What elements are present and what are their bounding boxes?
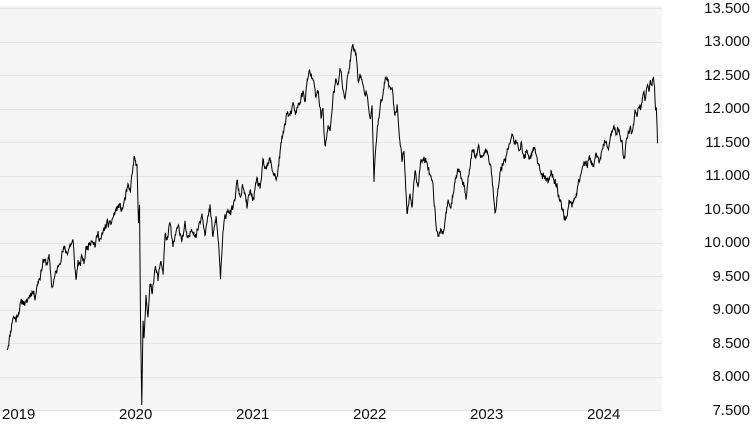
y-axis-label: 13.000 xyxy=(704,33,750,50)
price-line xyxy=(6,44,658,406)
x-axis-label: 2019 xyxy=(2,406,36,423)
x-axis-label: 2021 xyxy=(236,406,270,423)
x-axis-label: 2022 xyxy=(353,406,387,423)
y-axis-label: 11.000 xyxy=(705,167,750,184)
y-axis-label: 8.000 xyxy=(712,368,750,385)
y-axis-label: 9.000 xyxy=(712,301,750,318)
y-axis-label: 12.000 xyxy=(704,100,750,117)
y-axis-label: 12.500 xyxy=(704,66,750,84)
x-axis-label: 2024 xyxy=(587,406,621,423)
y-axis-label: 10.500 xyxy=(704,200,750,218)
y-axis-label: 10.000 xyxy=(704,234,750,251)
x-axis-label: 2023 xyxy=(470,406,504,423)
y-axis-label: 9.500 xyxy=(712,267,750,285)
plot-background xyxy=(0,6,662,410)
y-axis-label: 7.500 xyxy=(712,401,750,419)
x-axis-label: 2020 xyxy=(119,406,153,423)
y-axis-label: 13.500 xyxy=(704,0,750,17)
y-axis-label: 8.500 xyxy=(712,334,750,352)
y-axis-label: 11.500 xyxy=(705,133,750,151)
